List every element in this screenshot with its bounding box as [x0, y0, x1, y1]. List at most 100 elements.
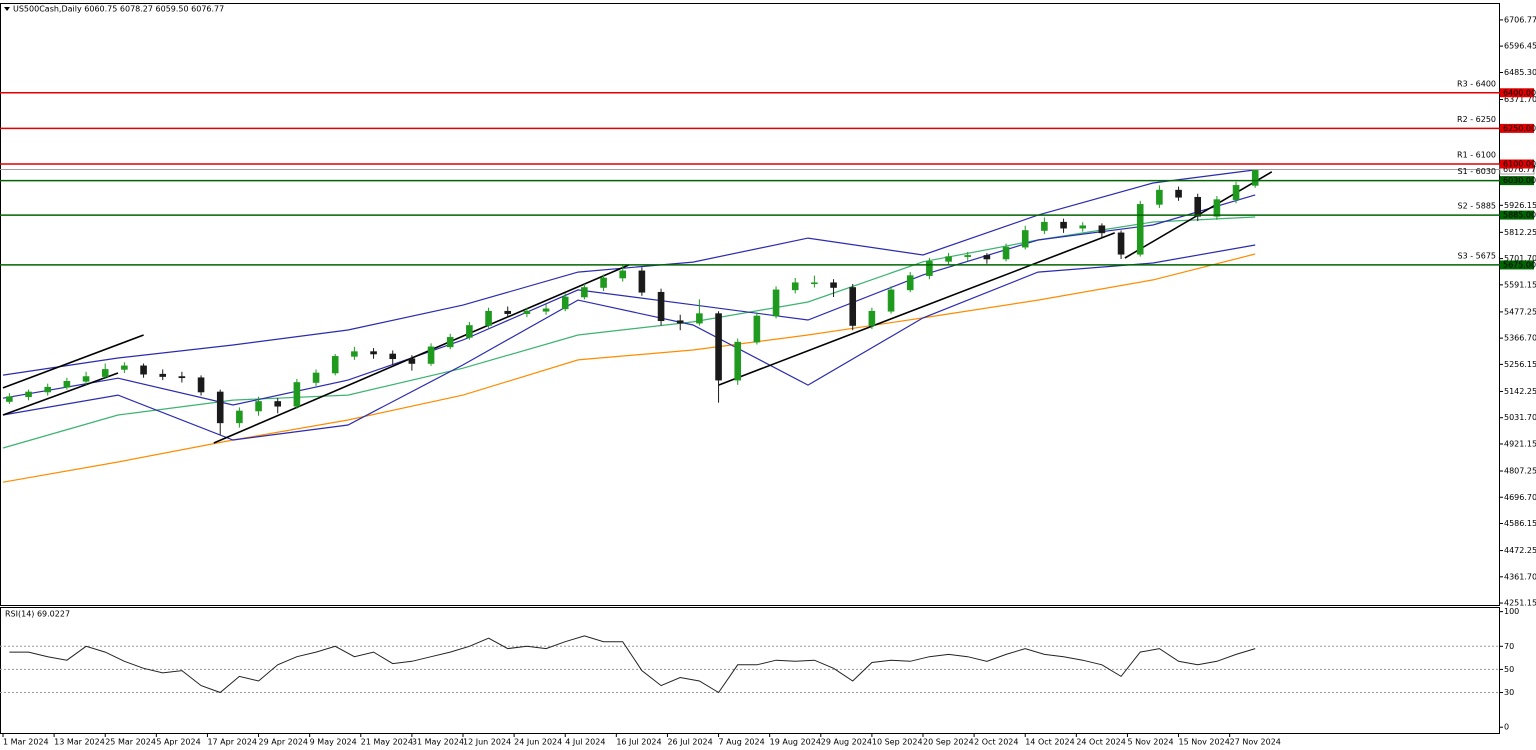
candle-body [887, 289, 895, 312]
rsi-layer: 100 70 50 30 0 1 Mar 2024 13 Mar 2024 25 Mar 20… [0, 607, 1519, 747]
rsi-panel [0, 607, 1500, 734]
y-tick-label: 4472.25 [1504, 546, 1536, 555]
level-tag [1500, 210, 1534, 220]
candle-body [1079, 225, 1087, 229]
candle-body [849, 287, 857, 326]
level-tag [1500, 123, 1534, 133]
level-label: S1 - 6030 [1458, 167, 1497, 176]
y-tick-label: 5701.70 [1504, 254, 1536, 263]
y-tick-label: 4361.70 [1504, 572, 1536, 581]
candle-body [619, 270, 627, 279]
header-arrow [4, 7, 10, 11]
candle-body [1117, 232, 1125, 255]
candle-body [983, 255, 991, 260]
price-layer: 6706.77 6596.45 6485.30 6371.70 5926.15 5812.… [0, 15, 1536, 608]
candle-body [772, 289, 780, 317]
level-tag [1500, 88, 1534, 98]
candle-body [676, 320, 684, 324]
y-tick-label: 5031.70 [1504, 413, 1536, 422]
candle-body [1251, 169, 1259, 186]
candle-body [485, 310, 492, 326]
x-tick-label: 7 Aug 2024 [719, 738, 765, 747]
y-tick-label: 6371.70 [1504, 95, 1536, 104]
candle-body [408, 358, 416, 364]
y-tick-label: 5256.15 [1504, 360, 1536, 369]
x-tick-label: 24 Jun 2024 [514, 738, 562, 747]
candle-body [427, 346, 435, 364]
trendline [718, 232, 1115, 386]
candle-body [561, 296, 569, 310]
candle-body [945, 256, 952, 262]
y-tick-label: 5366.70 [1504, 334, 1536, 343]
level-tag [1500, 176, 1534, 186]
y-tick-label: 5477.25 [1504, 307, 1536, 316]
candle-body [1194, 196, 1202, 217]
candle-body [1156, 189, 1163, 205]
y-tick-label: 6596.45 [1504, 42, 1536, 51]
candle-body [1041, 221, 1048, 231]
candle-body [811, 282, 818, 285]
x-tick-label: 31 May 2024 [412, 738, 464, 747]
y-tick-label: 5812.25 [1504, 228, 1536, 237]
y-tick-label: 30 [1504, 688, 1514, 697]
x-tick-label: 15 Nov 2024 [1179, 738, 1230, 747]
candle-body [6, 396, 13, 402]
candle-body [638, 270, 646, 293]
x-tick-label: 10 Sep 2024 [872, 738, 923, 747]
level-label: R1 - 6100 [1457, 151, 1496, 160]
y-tick-label: 5591.15 [1504, 280, 1536, 289]
level-tag-label: 6100.00 [1503, 160, 1536, 169]
candle-body [600, 277, 607, 288]
candle-body [696, 313, 703, 324]
x-tick-label: 27 Nov 2024 [1230, 738, 1281, 747]
y-tick-label: 70 [1504, 642, 1514, 651]
overlay-line [2, 194, 1256, 406]
candle-body [44, 386, 52, 393]
price-panel [0, 3, 1500, 606]
candle-body [446, 337, 454, 348]
trendline [213, 264, 630, 444]
candle-body [178, 376, 186, 379]
y-tick-label: 4251.15 [1504, 599, 1536, 608]
candle-body [791, 282, 799, 291]
x-tick-label: 4 Jul 2024 [565, 738, 605, 747]
candle-body [657, 291, 665, 322]
candle-body [82, 376, 90, 382]
x-tick-label: 20 Sep 2024 [923, 738, 974, 747]
y-tick-label: 4807.25 [1504, 467, 1536, 476]
chart-title: US500Cash,Daily 6060.75 6078.27 6059.50 … [13, 5, 224, 14]
candle-body [274, 401, 282, 407]
candle-body [1021, 230, 1029, 248]
x-tick-label: 2 Oct 2024 [974, 738, 1018, 747]
candle-body [466, 325, 473, 338]
y-tick-label: 6485.30 [1504, 68, 1536, 77]
candle-body [1136, 204, 1144, 255]
trendline [2, 334, 144, 389]
y-tick-label: 4696.70 [1504, 493, 1536, 502]
x-tick-label: 12 Jun 2024 [463, 738, 511, 747]
candle-body [581, 287, 588, 298]
x-tick-label: 1 Mar 2024 [3, 738, 49, 747]
candle-body [293, 382, 301, 407]
level-tag-label: 6030.00 [1503, 176, 1536, 185]
candle-body [197, 377, 205, 393]
x-tick-label: 5 Apr 2024 [156, 738, 200, 747]
overlay-line [2, 244, 1256, 441]
level-label: S3 - 5675 [1458, 251, 1497, 260]
x-tick-label: 9 May 2024 [310, 738, 357, 747]
level-tag [1500, 159, 1534, 169]
candle-body [1060, 221, 1067, 229]
level-tag-label: 6400.00 [1503, 88, 1536, 97]
candle-body [523, 310, 531, 314]
y-tick-label: 5926.15 [1504, 201, 1536, 210]
overlay-line [2, 253, 1256, 483]
x-tick-label: 14 Oct 2024 [1025, 738, 1074, 747]
rsi-title: RSI(14) 69.0227 [5, 610, 70, 619]
y-tick-label: 4586.15 [1504, 519, 1536, 528]
level-tag-label: 6250.00 [1503, 124, 1536, 133]
x-tick-label: 5 Nov 2024 [1127, 738, 1173, 747]
rsi-line [9, 635, 1256, 694]
x-tick-label: 19 Aug 2024 [770, 738, 821, 747]
candle-body [216, 391, 224, 424]
candle-body [906, 275, 914, 291]
